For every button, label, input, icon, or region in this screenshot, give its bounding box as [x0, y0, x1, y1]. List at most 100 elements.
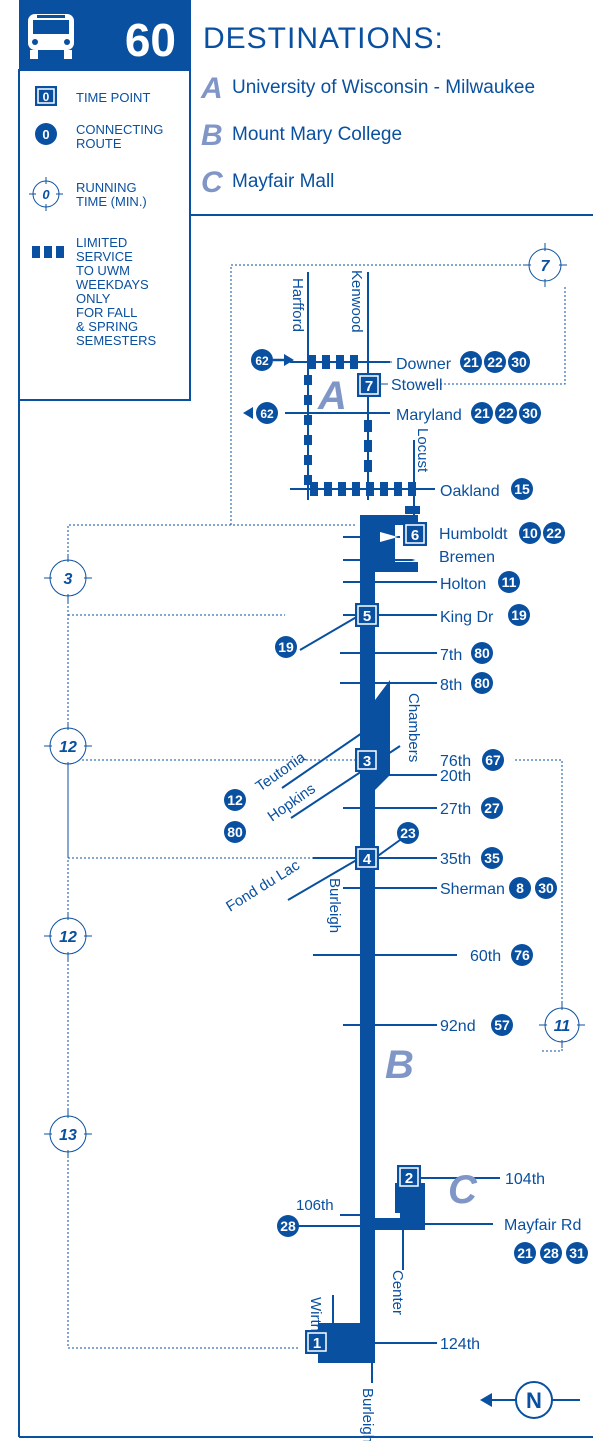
svg-text:N: N: [526, 1388, 542, 1413]
svg-text:WEEKDAYS: WEEKDAYS: [76, 277, 149, 292]
stop-mayfair-rd: Mayfair Rd 21 28 31: [504, 1217, 588, 1264]
time-point-5: 5: [355, 603, 379, 627]
stop-104th: 104th: [505, 1171, 545, 1188]
svg-text:Holton: Holton: [440, 576, 486, 593]
connecting-route-badge: 8: [509, 877, 531, 899]
running-time-marker: 13: [44, 1110, 92, 1158]
time-point-6: 6: [403, 522, 427, 546]
svg-text:76: 76: [514, 947, 530, 963]
svg-text:80: 80: [474, 645, 490, 661]
connecting-route-badge: 80: [471, 642, 493, 664]
svg-text:20th: 20th: [440, 768, 471, 785]
connecting-route-badge: 30: [535, 877, 557, 899]
svg-text:3: 3: [64, 571, 73, 588]
legend-limited-service: LIMITED SERVICE TO UWM WEEKDAYS ONLY FOR…: [32, 235, 157, 348]
connecting-route-badge: 57: [491, 1014, 513, 1036]
svg-text:8: 8: [516, 880, 524, 896]
vertical-street-labels: Harfford Kenwood Locust Chambers Burleig…: [289, 270, 431, 1441]
svg-text:27th: 27th: [440, 801, 471, 818]
svg-text:0: 0: [42, 127, 49, 142]
legend-connecting-route: 0 CONNECTING ROUTE: [35, 122, 163, 151]
connecting-route-badge: 10: [519, 522, 541, 544]
connecting-route-badge: 15: [511, 478, 533, 500]
stop-king-dr: King Dr 19: [440, 604, 530, 626]
svg-text:Center: Center: [389, 1270, 406, 1315]
stop-8th: 8th 80: [440, 672, 493, 694]
svg-text:ROUTE: ROUTE: [76, 136, 122, 151]
connecting-route-badge: 22: [484, 351, 506, 373]
connecting-route-badge: 28: [540, 1242, 562, 1264]
svg-text:Maryland: Maryland: [396, 407, 462, 424]
svg-text:104th: 104th: [505, 1171, 545, 1188]
svg-text:RUNNING: RUNNING: [76, 180, 137, 195]
destination-letter: B: [201, 119, 223, 152]
legend: 0 TIME POINT 0 CONNECTING ROUTE 0 RUNNIN…: [18, 69, 191, 401]
stop-92nd: 92nd 57: [440, 1014, 513, 1036]
connecting-route-badge: 22: [495, 402, 517, 424]
stop-stowell: Stowell: [381, 377, 443, 394]
destination-name: Mayfair Mall: [232, 171, 334, 192]
svg-text:12: 12: [59, 929, 77, 946]
svg-text:106th: 106th: [296, 1197, 334, 1214]
svg-text:62: 62: [260, 407, 274, 421]
destinations: DESTINATIONS: A University of Wisconsin …: [200, 22, 535, 199]
stop-60th: 60th 76: [470, 944, 533, 966]
connecting-route-badge: 12: [224, 789, 246, 811]
connecting-route-badge: 30: [519, 402, 541, 424]
uwm-loop: 62 62: [243, 272, 435, 515]
svg-text:3: 3: [363, 753, 371, 770]
stop-bremen: Bremen: [439, 549, 495, 566]
svg-text:23: 23: [400, 825, 416, 841]
bus-icon: [28, 14, 74, 59]
svg-text:Locust: Locust: [414, 428, 431, 473]
svg-text:Humboldt: Humboldt: [439, 526, 508, 543]
svg-text:7: 7: [365, 378, 373, 395]
time-point-2: 2: [397, 1165, 421, 1189]
svg-text:10: 10: [522, 525, 538, 541]
svg-text:21: 21: [463, 354, 479, 370]
destination-letter: A: [200, 72, 223, 105]
svg-text:5: 5: [363, 608, 371, 625]
destinations-title: DESTINATIONS:: [203, 22, 444, 55]
svg-text:19: 19: [278, 639, 294, 655]
svg-text:35th: 35th: [440, 851, 471, 868]
svg-text:30: 30: [511, 354, 527, 370]
connecting-route-badge: 67: [482, 749, 504, 771]
svg-text:Sherman: Sherman: [440, 881, 505, 898]
route-number: 60: [125, 14, 176, 66]
running-time-marker: 12: [44, 912, 92, 960]
svg-text:57: 57: [494, 1017, 510, 1033]
svg-text:ONLY: ONLY: [76, 291, 111, 306]
svg-text:21: 21: [474, 405, 490, 421]
svg-text:22: 22: [498, 405, 514, 421]
svg-text:CONNECTING: CONNECTING: [76, 122, 163, 137]
stop-holton: Holton 11: [440, 571, 520, 593]
running-time-marker: 7: [523, 243, 567, 287]
stop-20th: 20th: [440, 768, 471, 785]
stop-sherman: Sherman 8 30: [440, 877, 557, 899]
time-point-4: 4: [355, 846, 379, 870]
stop-76th: 76th 67: [440, 749, 504, 771]
svg-text:Mayfair Rd: Mayfair Rd: [504, 1217, 581, 1234]
time-point-7: 7: [357, 373, 381, 397]
svg-text:Oakland: Oakland: [440, 483, 500, 500]
svg-text:30: 30: [538, 880, 554, 896]
svg-text:1: 1: [313, 1335, 321, 1352]
svg-text:15: 15: [514, 481, 530, 497]
connecting-route-badge: 21: [471, 402, 493, 424]
svg-text:LIMITED: LIMITED: [76, 235, 127, 250]
svg-text:19: 19: [511, 607, 527, 623]
stop-labels: Downer 21 22 30 Stowell Maryland 21 22 3…: [381, 351, 588, 1353]
svg-text:12: 12: [227, 792, 243, 808]
svg-text:Chambers: Chambers: [405, 693, 422, 762]
svg-text:60th: 60th: [470, 948, 501, 965]
svg-text:13: 13: [59, 1127, 77, 1144]
svg-text:0: 0: [43, 90, 50, 104]
svg-text:62: 62: [255, 354, 269, 368]
connecting-route-badge: 27: [481, 797, 503, 819]
svg-text:22: 22: [546, 525, 562, 541]
stop-maryland: Maryland 21 22 30: [396, 402, 541, 424]
connecting-route-badge: 21: [514, 1242, 536, 1264]
arrow-icon: [412, 555, 430, 565]
svg-text:Wirth: Wirth: [307, 1297, 324, 1332]
